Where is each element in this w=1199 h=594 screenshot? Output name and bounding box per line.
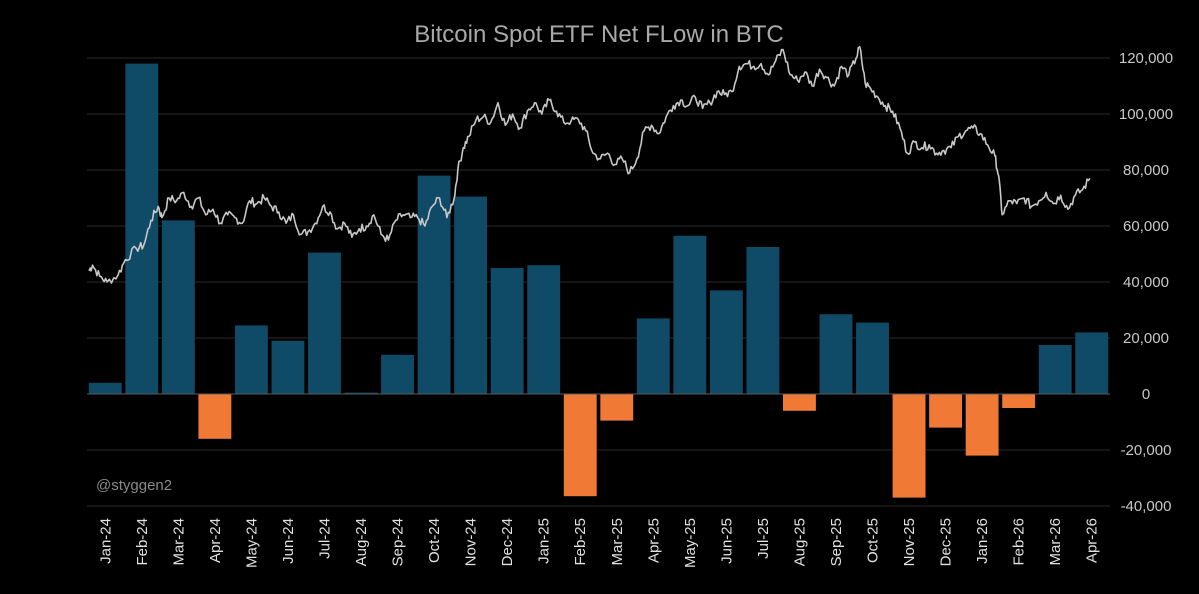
bars [88, 63, 1109, 498]
x-tick-label: Jan-24 [97, 518, 114, 564]
price-line [88, 46, 1091, 284]
y-tick-label: -40,000 [1121, 498, 1172, 515]
bar-feb-25 [563, 394, 597, 497]
bar-mar-25 [600, 394, 634, 421]
y-tick-label: 80,000 [1123, 162, 1169, 179]
bar-jul-25 [746, 247, 780, 394]
bar-mar-24 [161, 220, 195, 394]
bar-jun-24 [271, 340, 305, 394]
bar-aug-25 [783, 394, 816, 411]
x-tick-label: Mar-25 [609, 518, 626, 566]
x-tick-label: Apr-24 [207, 518, 224, 563]
bar-feb-24 [125, 63, 159, 394]
x-tick-label: Feb-24 [134, 518, 151, 566]
x-tick-label: Aug-25 [791, 518, 808, 566]
y-tick-label: -20,000 [1121, 442, 1172, 459]
x-tick-label: Jan-25 [536, 518, 553, 564]
x-tick-label: Jun-25 [718, 518, 735, 564]
bar-apr-25 [636, 318, 670, 394]
bar-oct-24 [417, 175, 451, 394]
y-tick-labels: -40,000 -20,000 0 20,000 40,000 60,000 80,000 1… [1119, 50, 1173, 515]
y-tick-label: 60,000 [1123, 218, 1169, 235]
x-tick-label: Mar-26 [1047, 518, 1064, 566]
bar-dec-25 [929, 394, 963, 428]
x-tick-label: Jul-25 [755, 518, 772, 559]
x-tick-label: Sep-25 [828, 518, 845, 566]
bar-jan-26 [965, 394, 999, 456]
y-tick-label: 100,000 [1119, 106, 1173, 123]
x-tick-label: Oct-24 [426, 518, 443, 563]
bar-apr-24 [198, 394, 232, 439]
x-tick-label: May-25 [682, 518, 699, 568]
x-tick-label: Oct-25 [865, 518, 882, 563]
x-tick-label: Dec-24 [499, 518, 516, 566]
y-tick-label: 40,000 [1123, 274, 1169, 291]
x-tick-label: Sep-24 [390, 518, 407, 566]
x-tick-label: Jan-26 [974, 518, 991, 564]
bar-apr-26 [1075, 332, 1109, 394]
bar-jul-24 [308, 252, 341, 394]
y-tick-label: 20,000 [1123, 330, 1169, 347]
y-tick-label: 0 [1142, 386, 1150, 403]
bar-feb-26 [1002, 394, 1036, 408]
bar-aug-24 [344, 392, 378, 394]
bar-mar-26 [1038, 345, 1072, 394]
x-tick-labels: Jan-24 Feb-24 Mar-24 Apr-24 May-24 Jun-24 Jul-… [97, 518, 1100, 568]
bar-dec-24 [490, 268, 524, 394]
bar-sep-24 [381, 354, 414, 394]
x-tick-label: Feb-26 [1011, 518, 1028, 566]
x-tick-label: Jun-24 [280, 518, 297, 564]
bar-sep-25 [819, 314, 853, 394]
chart-title: Bitcoin Spot ETF Net FLow in BTC [414, 21, 783, 48]
watermark-handle: @styggen2 [96, 477, 172, 494]
bar-nov-24 [454, 196, 488, 394]
x-tick-label: Nov-24 [463, 518, 480, 566]
y-tick-label: 120,000 [1119, 50, 1173, 67]
x-tick-label: Nov-25 [901, 518, 918, 566]
bar-may-24 [234, 325, 268, 394]
bar-jan-25 [527, 265, 561, 394]
bar-jun-25 [709, 290, 743, 394]
x-tick-label: Feb-25 [572, 518, 589, 566]
x-tick-label: Dec-25 [938, 518, 955, 566]
bar-may-25 [673, 235, 707, 394]
bar-oct-25 [856, 322, 889, 394]
bar-nov-25 [892, 394, 926, 498]
bar-jan-24 [88, 382, 122, 394]
x-tick-label: Mar-24 [170, 518, 187, 566]
x-tick-label: Jul-24 [316, 518, 333, 559]
x-tick-label: May-24 [243, 518, 260, 568]
x-tick-label: Apr-26 [1084, 518, 1101, 563]
x-tick-label: Apr-25 [645, 518, 662, 563]
x-tick-label: Aug-24 [353, 518, 370, 566]
